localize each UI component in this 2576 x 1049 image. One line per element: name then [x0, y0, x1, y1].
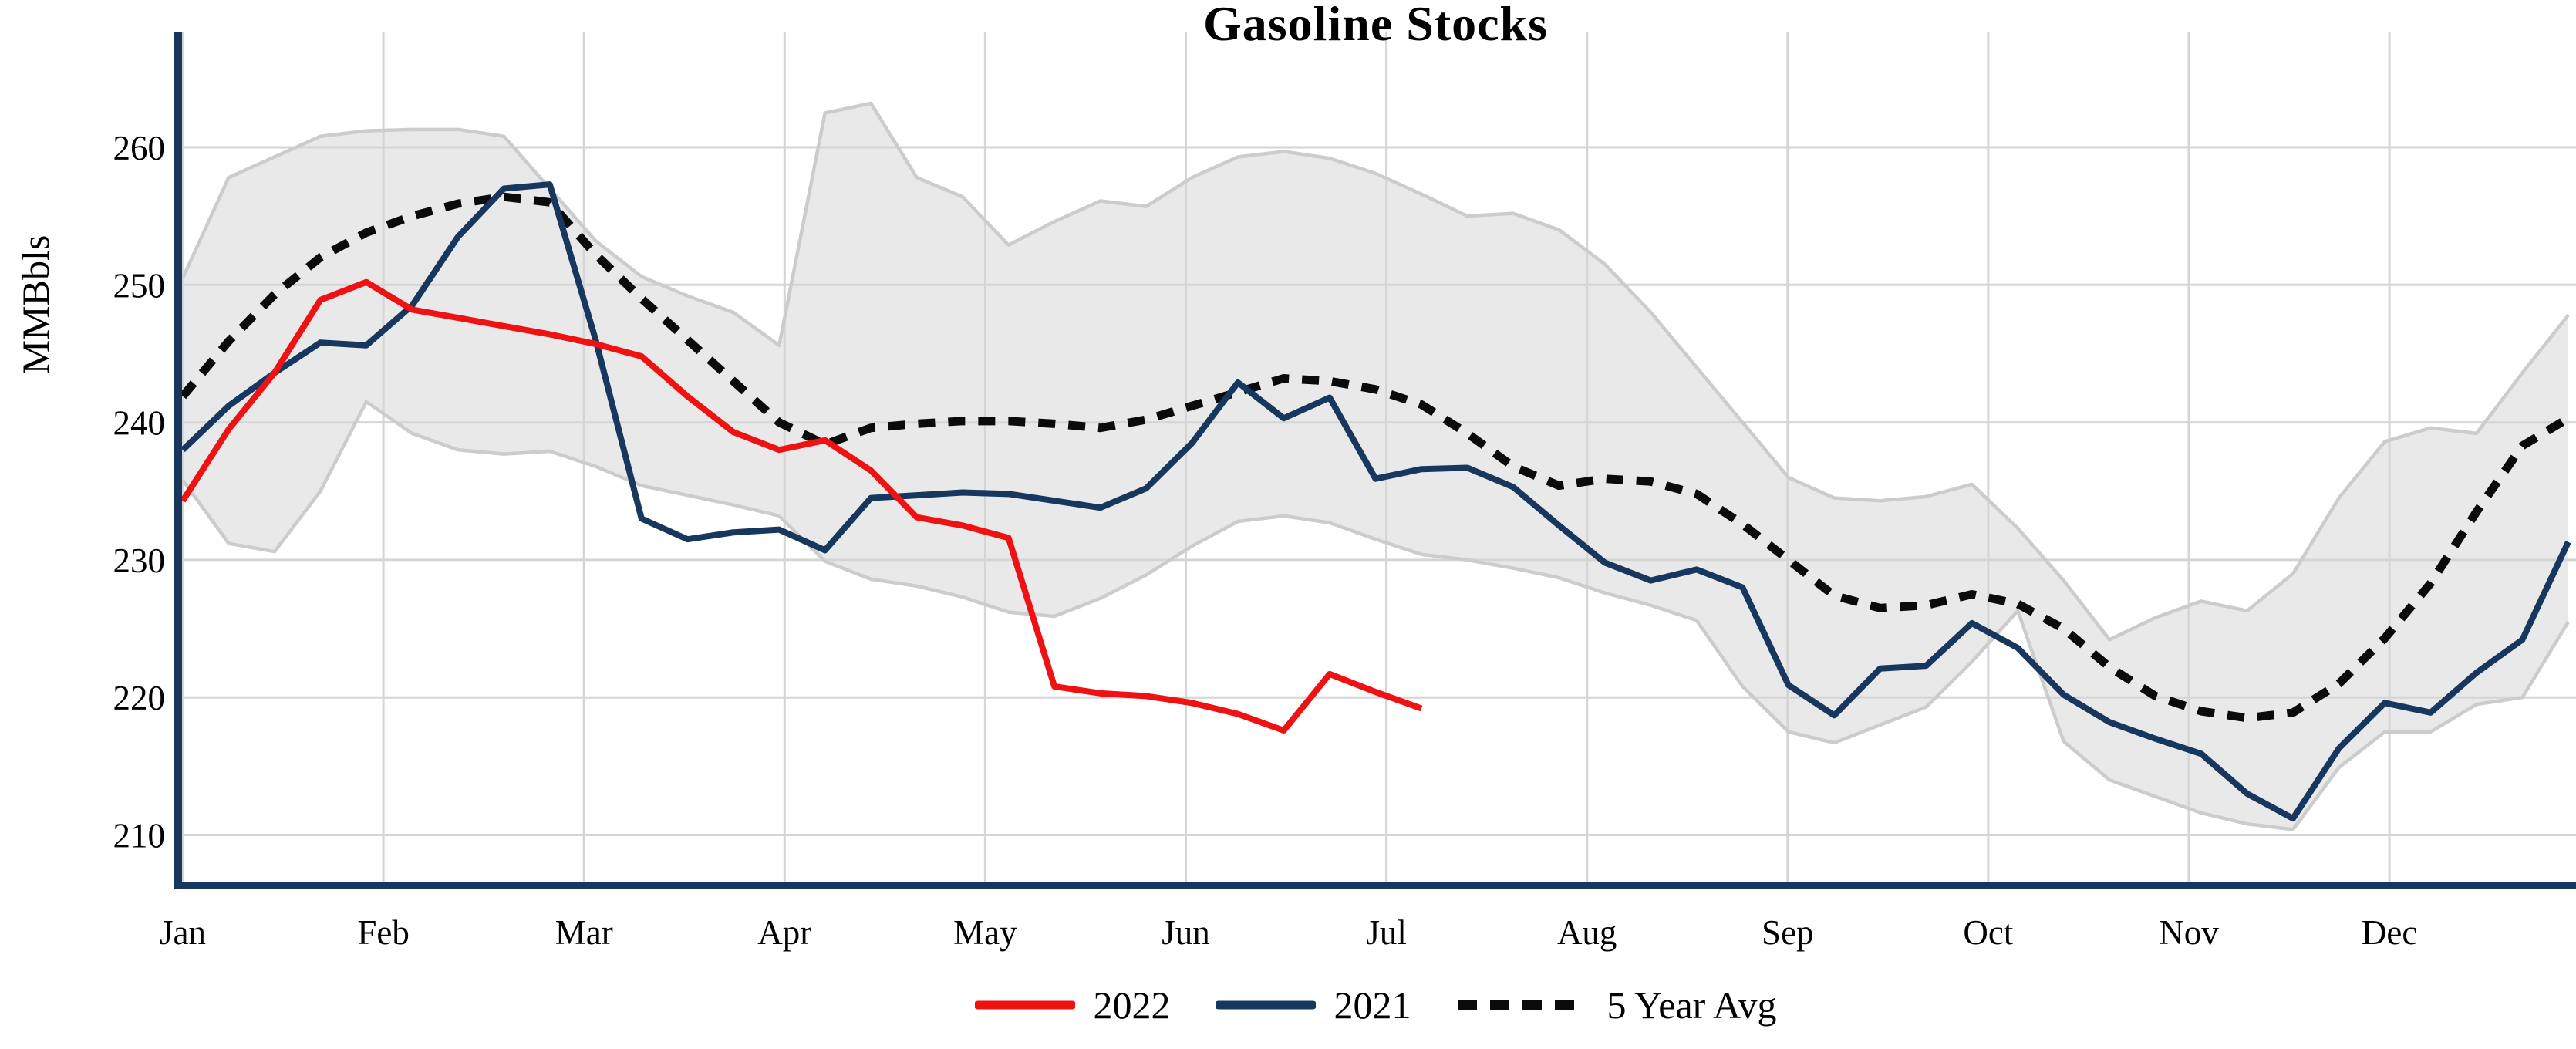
legend-swatch-2021-line [1215, 1000, 1316, 1010]
band-upper-edge [180, 101, 2570, 642]
x-tick-label-feb: Feb [357, 913, 410, 952]
x-tick-label-sep: Sep [1762, 913, 1814, 952]
x-tick-label-dec: Dec [2362, 913, 2417, 952]
x-tick-label-nov: Nov [2159, 913, 2219, 952]
legend-item-2021: 2021 [1215, 983, 1411, 1027]
y-tick-label-210: 210 [113, 817, 166, 855]
x-tick-label-may: May [953, 913, 1017, 952]
x-tick-label-apr: Apr [757, 913, 811, 952]
page-title: Gasoline Stocks [1202, 0, 1549, 51]
band-lower-edge [181, 400, 2570, 831]
x-tick-label-oct: Oct [1963, 913, 2013, 952]
series-2022-line [180, 278, 1423, 734]
legend-label-2022: 2022 [1093, 983, 1171, 1027]
y-tick-label-220: 220 [113, 679, 166, 717]
y-tick-label-240: 240 [113, 404, 166, 443]
x-tick-label-jul: Jul [1366, 913, 1407, 952]
y-tick-label-230: 230 [113, 541, 166, 580]
y-axis-title: MMBbls [14, 234, 57, 375]
x-tick-label-jun: Jun [1162, 913, 1210, 952]
y-tick-label-250: 250 [113, 266, 166, 305]
legend-swatch-avg-dotted-line [1457, 1000, 1587, 1010]
series-2021-line [180, 181, 2571, 822]
legend-item-5yr-avg: 5 Year Avg [1456, 983, 1777, 1027]
legend-swatch-2022-line [974, 1000, 1075, 1010]
x-tick-label-jan: Jan [160, 913, 206, 952]
y-tick-label-260: 260 [113, 129, 166, 167]
x-tick-label-mar: Mar [555, 913, 613, 952]
series-5yr-avg-line [179, 192, 2571, 723]
legend-label-5yr-avg: 5 Year Avg [1607, 983, 1777, 1027]
x-tick-label-aug: Aug [1557, 913, 1617, 952]
legend: 2022 2021 5 Year Avg [183, 986, 2568, 1024]
five-year-range-band [183, 103, 2568, 830]
legend-label-2021: 2021 [1334, 983, 1411, 1027]
legend-item-2022: 2022 [974, 983, 1171, 1027]
